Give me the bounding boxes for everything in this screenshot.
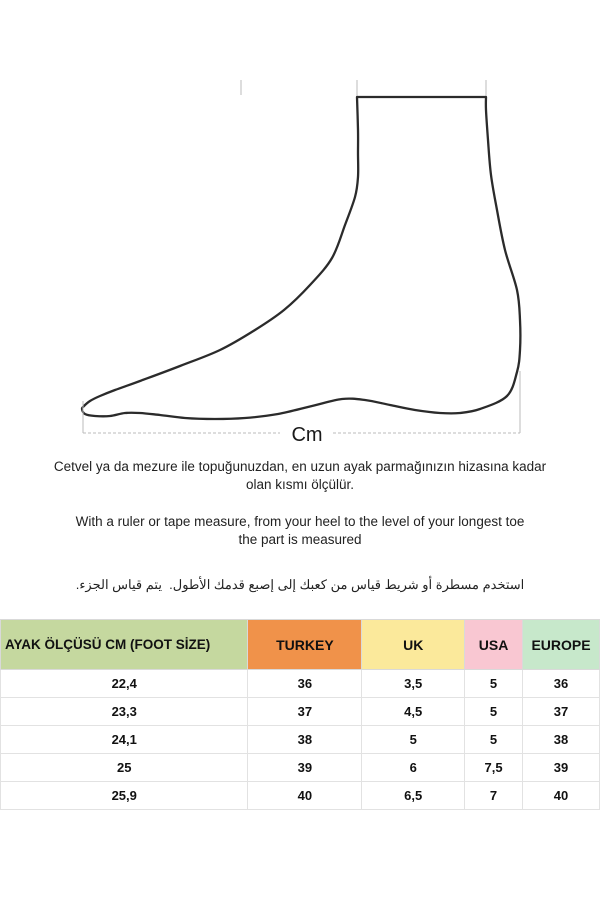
svg-text:Cm: Cm (291, 424, 322, 446)
